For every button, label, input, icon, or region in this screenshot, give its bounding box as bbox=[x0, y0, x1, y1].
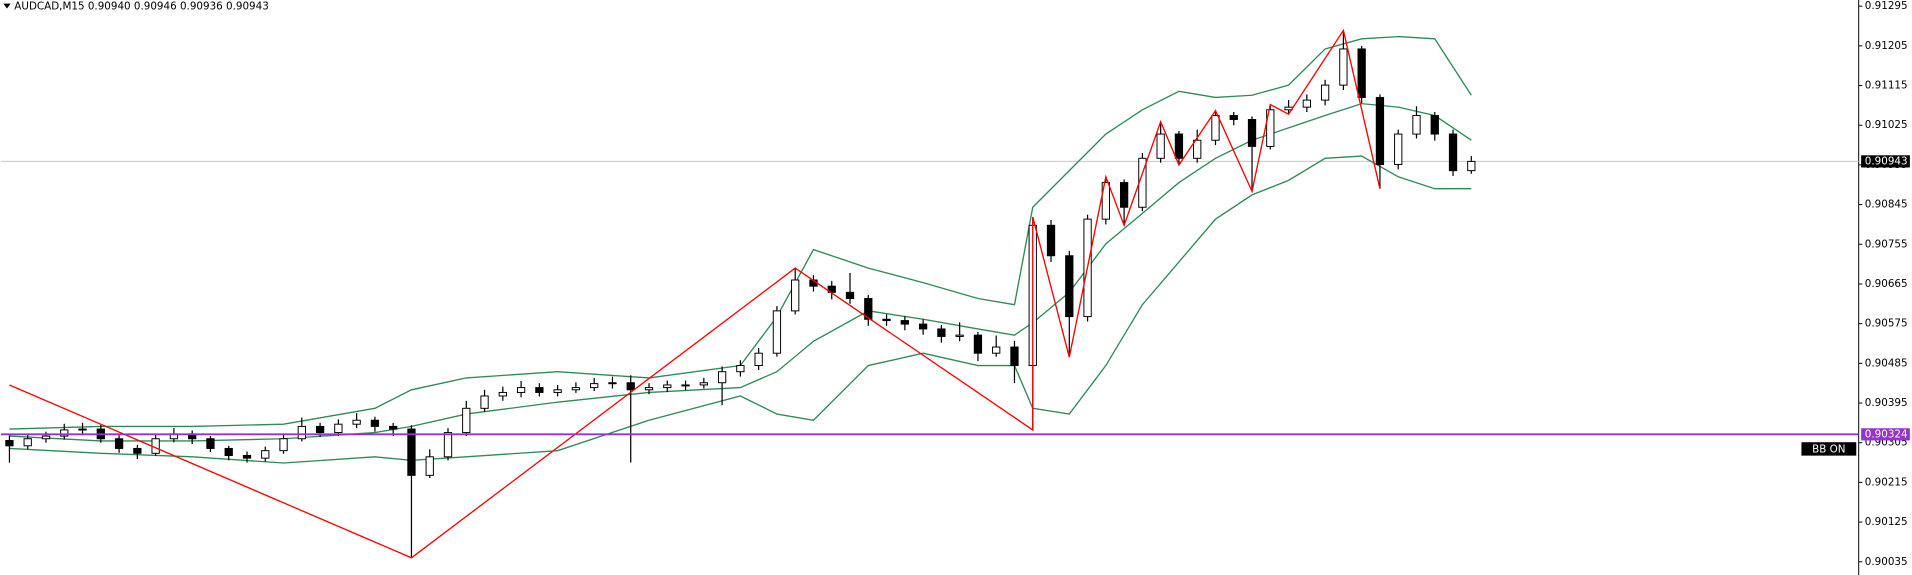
y-tick-label: 0.90755 bbox=[1865, 238, 1908, 250]
candle-body bbox=[1339, 48, 1348, 86]
candle-body bbox=[992, 346, 1001, 354]
candle-body bbox=[516, 387, 526, 393]
bollinger-band bbox=[9, 155, 1472, 464]
candle-body bbox=[407, 428, 416, 476]
candle-body bbox=[297, 425, 306, 440]
candle-body bbox=[498, 391, 507, 397]
y-tick-label: 0.90395 bbox=[1865, 397, 1908, 409]
candle-body bbox=[717, 371, 727, 384]
candle-body bbox=[1156, 133, 1165, 159]
candle-body bbox=[23, 438, 32, 447]
candle-body bbox=[1448, 133, 1458, 172]
bollinger-band bbox=[9, 35, 1472, 430]
candle-body bbox=[315, 425, 325, 434]
candle-body bbox=[1302, 99, 1311, 108]
candle-body bbox=[608, 382, 617, 385]
candle-body bbox=[882, 318, 891, 322]
candle-body bbox=[224, 447, 233, 456]
candle-body bbox=[41, 435, 51, 440]
candle-body bbox=[1357, 48, 1366, 98]
candle-body bbox=[1412, 115, 1421, 135]
candle-body bbox=[772, 310, 782, 354]
candle-body bbox=[206, 438, 215, 449]
candle-body bbox=[261, 450, 270, 459]
candle-body bbox=[1467, 160, 1476, 172]
candle-body bbox=[1193, 139, 1202, 159]
y-tick-label: 0.90575 bbox=[1865, 318, 1908, 330]
candle-body bbox=[1010, 346, 1019, 367]
candle-body bbox=[1430, 115, 1439, 135]
candle-body bbox=[114, 438, 124, 449]
candle-body bbox=[1101, 182, 1110, 220]
y-tick-label: 0.90845 bbox=[1865, 199, 1908, 211]
candle-body bbox=[590, 383, 599, 389]
candle-body bbox=[1211, 115, 1220, 141]
candle-body bbox=[736, 365, 745, 373]
candle-body bbox=[1119, 182, 1129, 208]
candle-body bbox=[900, 320, 909, 325]
y-tick-label: 0.90035 bbox=[1865, 556, 1908, 568]
button-box[interactable] bbox=[1801, 442, 1857, 456]
candle-body bbox=[1046, 224, 1056, 257]
candle-body bbox=[535, 387, 544, 393]
candle-body bbox=[334, 423, 343, 434]
candle-body bbox=[1394, 133, 1403, 165]
candle-body bbox=[663, 384, 672, 389]
price-label: 0.90943 bbox=[1865, 155, 1908, 167]
bollinger-band bbox=[9, 102, 1472, 442]
candle-body bbox=[864, 298, 873, 320]
candle-body bbox=[133, 447, 142, 454]
candle-body bbox=[443, 432, 453, 458]
candle-body bbox=[681, 384, 690, 387]
y-tick-label: 0.90665 bbox=[1865, 278, 1908, 290]
candle-body bbox=[1229, 115, 1238, 120]
button-label[interactable]: BB ON bbox=[1812, 443, 1845, 455]
candle-body bbox=[1174, 133, 1184, 159]
candle-body bbox=[279, 438, 288, 452]
candle-body bbox=[845, 291, 855, 300]
y-tick-label: 0.90485 bbox=[1865, 357, 1908, 369]
y-tick-label: 0.91025 bbox=[1865, 119, 1908, 131]
candle-body bbox=[5, 440, 14, 447]
y-tick-label: 0.91205 bbox=[1865, 40, 1908, 52]
y-tick-label: 0.91115 bbox=[1865, 80, 1908, 92]
candle-body bbox=[1375, 96, 1385, 165]
y-tick-label: 0.90125 bbox=[1865, 516, 1908, 528]
candle-body bbox=[242, 455, 252, 459]
collapse-arrow[interactable] bbox=[3, 3, 11, 9]
candle-body bbox=[462, 407, 471, 434]
candle-body bbox=[626, 382, 635, 391]
candle-body bbox=[480, 395, 489, 409]
chart-title: AUDCAD,M15 0.90940 0.90946 0.90936 0.909… bbox=[14, 1, 269, 13]
candle-body bbox=[937, 328, 946, 337]
candle-body bbox=[78, 428, 87, 431]
candle-body bbox=[425, 456, 434, 476]
candle-body bbox=[1320, 84, 1330, 101]
candle-body bbox=[791, 279, 800, 312]
candle-body bbox=[644, 387, 654, 391]
y-tick-label: 0.90215 bbox=[1865, 476, 1908, 488]
candle-body bbox=[955, 334, 964, 337]
zigzag-line bbox=[9, 28, 1381, 559]
candle-body bbox=[918, 323, 928, 330]
candle-body bbox=[352, 419, 361, 425]
candle-body bbox=[973, 334, 983, 354]
candle-body bbox=[1065, 255, 1074, 318]
y-tick-label: 0.91295 bbox=[1865, 0, 1908, 12]
candle-body bbox=[553, 389, 562, 393]
price-label-box bbox=[1861, 155, 1910, 168]
price-label: 0.90324 bbox=[1865, 428, 1908, 440]
candle-body bbox=[1266, 109, 1275, 147]
price-label-box bbox=[1861, 428, 1910, 441]
candle-body bbox=[370, 419, 380, 427]
candle-body bbox=[1247, 119, 1257, 147]
candle-body bbox=[389, 425, 398, 430]
candle-body bbox=[571, 387, 581, 391]
candle-body bbox=[754, 352, 763, 367]
candle-body bbox=[60, 429, 69, 437]
candle-body bbox=[699, 382, 708, 386]
